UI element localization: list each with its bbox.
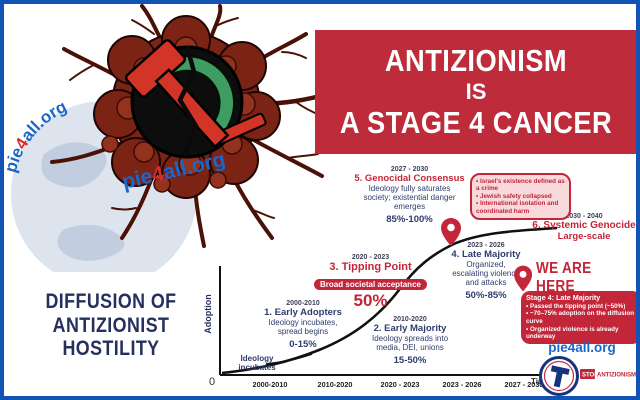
x-tick: 2000-2010	[252, 380, 288, 389]
stage-badge: Broad societal acceptance	[314, 279, 427, 291]
page-title-line1: Diffusion of	[45, 290, 177, 313]
stage-years: 2023 - 2026	[467, 242, 505, 249]
we-are-here-box: Stage 4: Late Majority Passed the tippin…	[521, 291, 636, 344]
x-tick: 2010-2020	[317, 380, 353, 389]
stage-pct: 50%-85%	[465, 290, 507, 302]
we-box-bullet: Passed the tipping point (~50%)	[526, 303, 636, 311]
stage-title: 5. Genocidal Consensus	[354, 173, 465, 184]
stage-desc: Ideology spreads into media, DEI, unions	[371, 334, 449, 353]
crack-line	[177, 45, 199, 157]
location-pin-icon	[441, 218, 461, 246]
stage-desc: Large-scale	[557, 231, 611, 242]
danger-item: International isolation and coordinated …	[476, 200, 565, 215]
danger-callout-box: Israel's existence defined as a crime Je…	[470, 173, 571, 221]
we-box-bullet: Organized violence is already underway	[526, 326, 636, 341]
note-pointer-line	[265, 353, 313, 365]
stage-2-early-majority: 2010-2020 2. Early Majority Ideology spr…	[347, 316, 473, 366]
stage-desc: Ideology incubates, spread begins	[268, 318, 338, 337]
stage-3-tipping-point: 2020 - 2023 3. Tipping Point Broad socie…	[307, 254, 434, 309]
website-text: pie4all.org	[548, 340, 616, 355]
we-box-bullet: ~70–75% adoption on the diffusion curve	[526, 310, 636, 325]
stage-1-early-adopters: 2000-2010 1. Early Adopters Ideology inc…	[242, 300, 364, 350]
page-title-line3: Hostility	[62, 337, 160, 361]
tumor-globe-illustration: pie4all.org	[4, 4, 331, 272]
x-tick: 2027 - 2030	[504, 380, 544, 389]
x-tick: 2023 - 2026	[442, 380, 482, 389]
stage-desc: Ideology fully saturates society; existe…	[363, 184, 456, 212]
page-title: Diffusion of Antizionist Hostility	[30, 290, 192, 361]
stage-years: 2000-2010	[286, 300, 320, 307]
hammer-sickle-icon	[124, 39, 267, 149]
banner-line1: Antizionism	[384, 43, 568, 79]
location-pin-icon	[514, 265, 533, 291]
stage-desc: Organized, escalating violence and attac…	[452, 260, 520, 288]
watermark-part: 4	[150, 162, 167, 187]
y-axis-label: Adoption	[203, 294, 213, 334]
stage-title: 1. Early Adopters	[264, 307, 342, 318]
stage-pct: 0-15%	[289, 339, 317, 351]
stage-years: 2030 - 2040	[565, 213, 603, 220]
we-are-here-label: We are Here	[536, 260, 592, 295]
axis-origin-label: 0	[209, 376, 216, 388]
danger-item: Jewish safety collapsed	[476, 193, 565, 200]
stage-pct: 85%-100%	[386, 214, 433, 226]
stage-title: 3. Tipping Point	[329, 261, 412, 273]
tumor-mass	[93, 15, 281, 199]
stage-pct: 15-50%	[393, 355, 427, 367]
stop-antizionism-logo: STOP ANTIZIONISM	[539, 356, 636, 396]
headline-banner: Antizionism is a Stage 4 Cancer	[315, 30, 636, 154]
logo-stop-text: STOP	[582, 373, 598, 379]
stage-years: 2020 - 2023	[351, 254, 390, 261]
stage-years: 2027 - 2030	[390, 166, 429, 173]
page-title-line2: Antizionist	[52, 313, 170, 337]
danger-item: Israel's existence defined as a crime	[476, 178, 565, 193]
stage-years: 2010-2020	[393, 316, 427, 323]
diffusion-curve-chart	[219, 218, 558, 376]
logo-glyph	[550, 365, 570, 388]
curve-start-note: Ideology incubates	[238, 354, 276, 372]
stage-title: 4. Late Majority	[451, 249, 521, 260]
logo-name-text: ANTIZIONISM	[597, 373, 636, 379]
stage-5-genocidal-consensus: 2027 - 2030 5. Genocidal Consensus Ideol…	[342, 166, 477, 225]
x-tick: 2020 - 2023	[380, 380, 420, 389]
banner-line3: a Stage 4 Cancer	[339, 105, 613, 141]
stage-title: 2. Early Majority	[373, 323, 447, 334]
we-box-title: Stage 4: Late Majority	[526, 293, 601, 302]
banner-line2: is	[465, 78, 487, 104]
we-are-here-header: We are Here	[514, 260, 636, 296]
stage-6-systemic-genocide: 2030 - 2040 6. Systemic Genocide Large-s…	[527, 213, 636, 242]
stage-pct: 50%	[353, 291, 388, 311]
stage-4-late-majority: 2023 - 2026 4. Late Majority Organized, …	[428, 242, 544, 301]
stage-title: 6. Systemic Genocide	[532, 220, 636, 231]
